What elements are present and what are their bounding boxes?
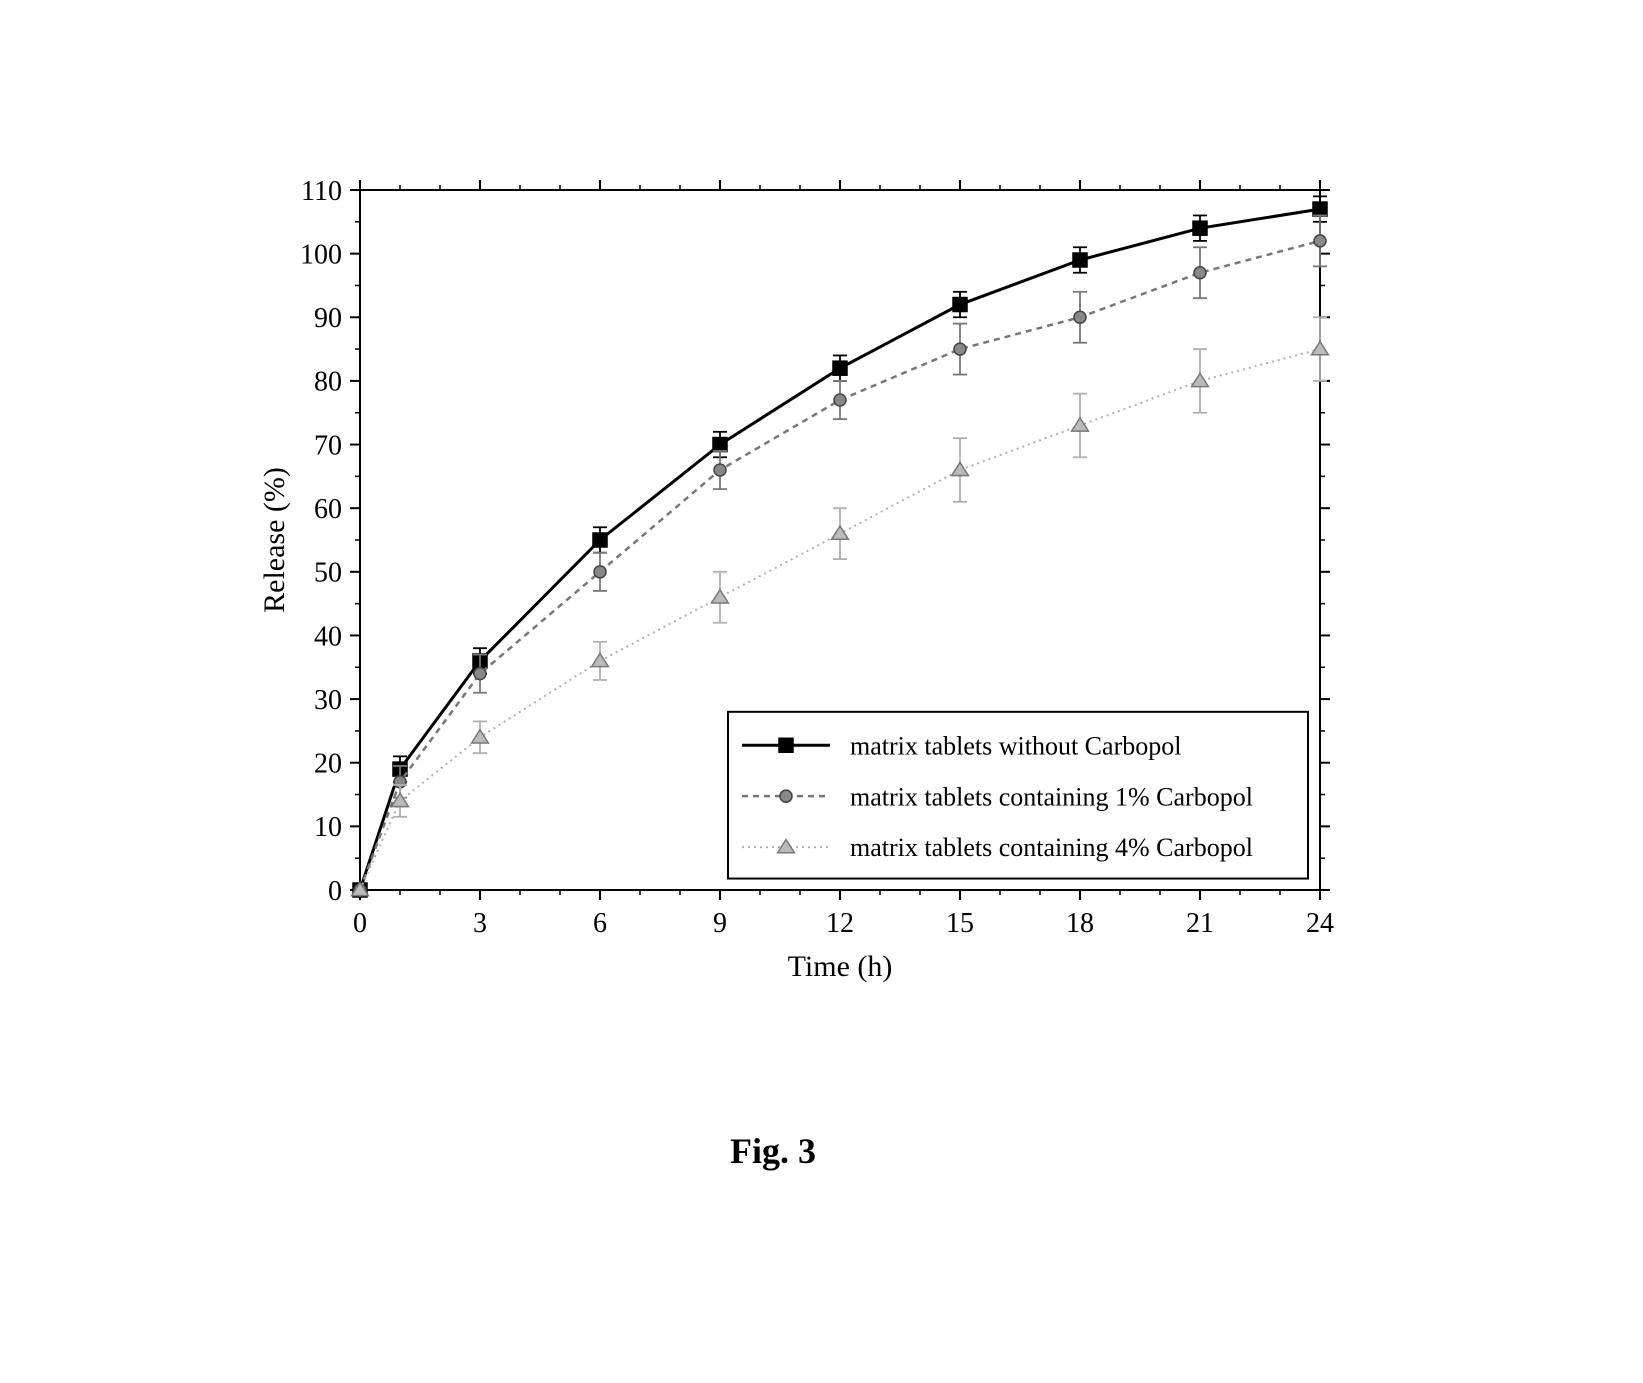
y-tick-label: 10: [314, 812, 342, 843]
x-tick-label: 12: [826, 908, 854, 939]
page: 0 3 6 9 12 15 18 21 24 0 10 20 30 40 50 60 70 80 90 100 110 T…: [0, 0, 1643, 1383]
y-tick-label: 30: [314, 685, 342, 716]
x-tick-label: 18: [1066, 908, 1094, 939]
x-axis-label: Time (h): [788, 950, 893, 983]
y-tick-label: 70: [314, 430, 342, 461]
x-tick-label: 15: [946, 908, 974, 939]
y-tick-label: 100: [300, 239, 342, 270]
legend-label: matrix tablets containing 4% Carbopol: [850, 833, 1253, 862]
x-tick-label: 6: [593, 908, 607, 939]
chart-container: 0 3 6 9 12 15 18 21 24 0 10 20 30 40 50 60 70 80 90 100 110 T…: [200, 150, 1400, 1050]
release-chart: 0 3 6 9 12 15 18 21 24 0 10 20 30 40 50 60 70 80 90 100 110 T…: [200, 150, 1400, 1050]
y-tick-label: 40: [314, 621, 342, 652]
legend-label: matrix tablets without Carbopol: [850, 731, 1181, 760]
x-tick-label: 21: [1186, 908, 1214, 939]
x-tick-label: 3: [473, 908, 487, 939]
y-tick-label: 20: [314, 749, 342, 780]
y-tick-label: 60: [314, 494, 342, 525]
legend-label: matrix tablets containing 1% Carbopol: [850, 782, 1253, 811]
y-tick-label: 80: [314, 367, 342, 398]
x-tick-label: 0: [353, 908, 367, 939]
y-tick-label: 50: [314, 558, 342, 589]
y-tick-label: 90: [314, 303, 342, 334]
x-tick-label: 24: [1306, 908, 1334, 939]
y-axis-label: Release (%): [258, 467, 291, 613]
legend: matrix tablets without Carbopol matrix ta…: [728, 712, 1308, 879]
figure-caption: Fig. 3: [730, 1130, 816, 1172]
x-tick-label: 9: [713, 908, 727, 939]
y-tick-label: 0: [328, 876, 342, 907]
y-tick-label: 110: [301, 176, 342, 207]
